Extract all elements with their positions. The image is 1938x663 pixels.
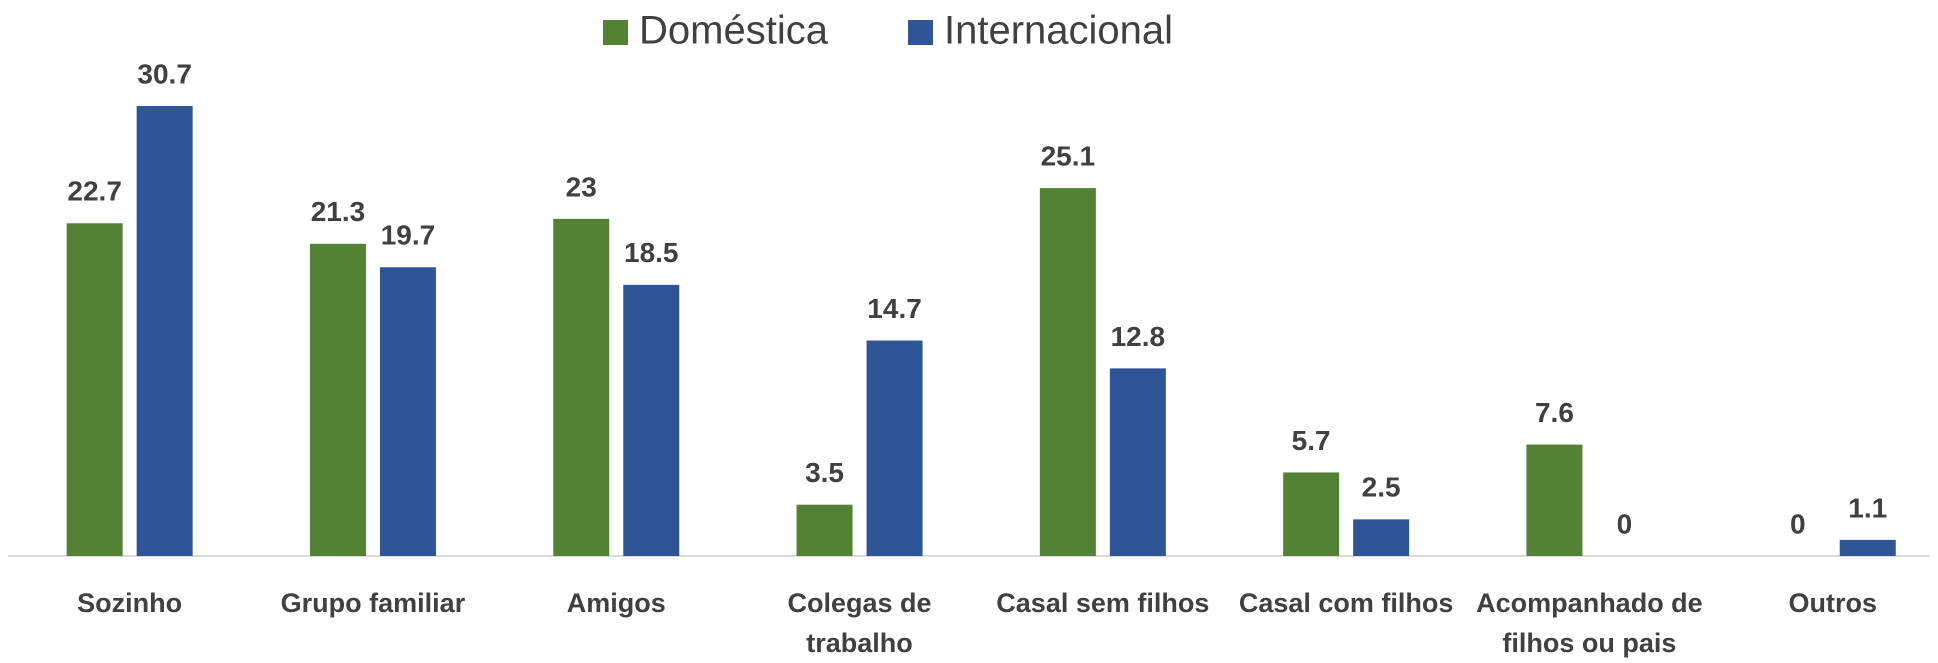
value-label: 21.3 <box>311 196 366 227</box>
value-label: 0 <box>1617 508 1633 539</box>
value-label: 1.1 <box>1848 492 1887 523</box>
bar <box>136 106 193 556</box>
bar <box>1283 472 1340 556</box>
bar <box>379 267 436 556</box>
value-label: 14.7 <box>867 293 922 324</box>
legend-label: Internacional <box>944 9 1173 53</box>
legend-swatch <box>603 20 628 45</box>
value-label: 5.7 <box>1292 425 1331 456</box>
x-tick-label: Outros <box>1788 588 1877 618</box>
value-label: 22.7 <box>67 176 122 207</box>
value-label: 23 <box>566 171 597 202</box>
x-tick-label: Colegas de trabalho <box>787 588 932 658</box>
bar <box>1526 444 1583 556</box>
value-label: 12.8 <box>1111 321 1166 352</box>
x-tick-label: Casal sem filhos <box>996 588 1210 618</box>
value-label: 19.7 <box>381 220 436 251</box>
bar <box>1353 519 1410 556</box>
bar <box>866 340 923 556</box>
value-label: 30.7 <box>137 58 192 89</box>
value-label: 18.5 <box>624 237 679 268</box>
legend-swatch <box>908 20 933 45</box>
bar <box>1039 188 1096 556</box>
value-label: 25.1 <box>1041 140 1096 171</box>
value-label: 2.5 <box>1362 472 1401 503</box>
value-label: 7.6 <box>1535 397 1574 428</box>
bar <box>1839 539 1896 556</box>
value-label: 3.5 <box>805 457 844 488</box>
x-tick-label: Casal com filhos <box>1238 588 1454 618</box>
bar <box>309 243 366 556</box>
bar <box>66 223 123 556</box>
bar <box>553 218 610 556</box>
x-tick-label: Grupo familiar <box>280 588 466 618</box>
bar <box>1109 368 1166 556</box>
x-tick-label: Sozinho <box>77 588 183 618</box>
bar <box>623 284 680 556</box>
legend-label: Doméstica <box>639 9 829 53</box>
x-tick-label: Amigos <box>566 588 666 618</box>
bar <box>796 504 853 556</box>
value-label: 0 <box>1790 508 1806 539</box>
x-tick-label: Acompanhado de filhos ou pais <box>1476 588 1703 658</box>
